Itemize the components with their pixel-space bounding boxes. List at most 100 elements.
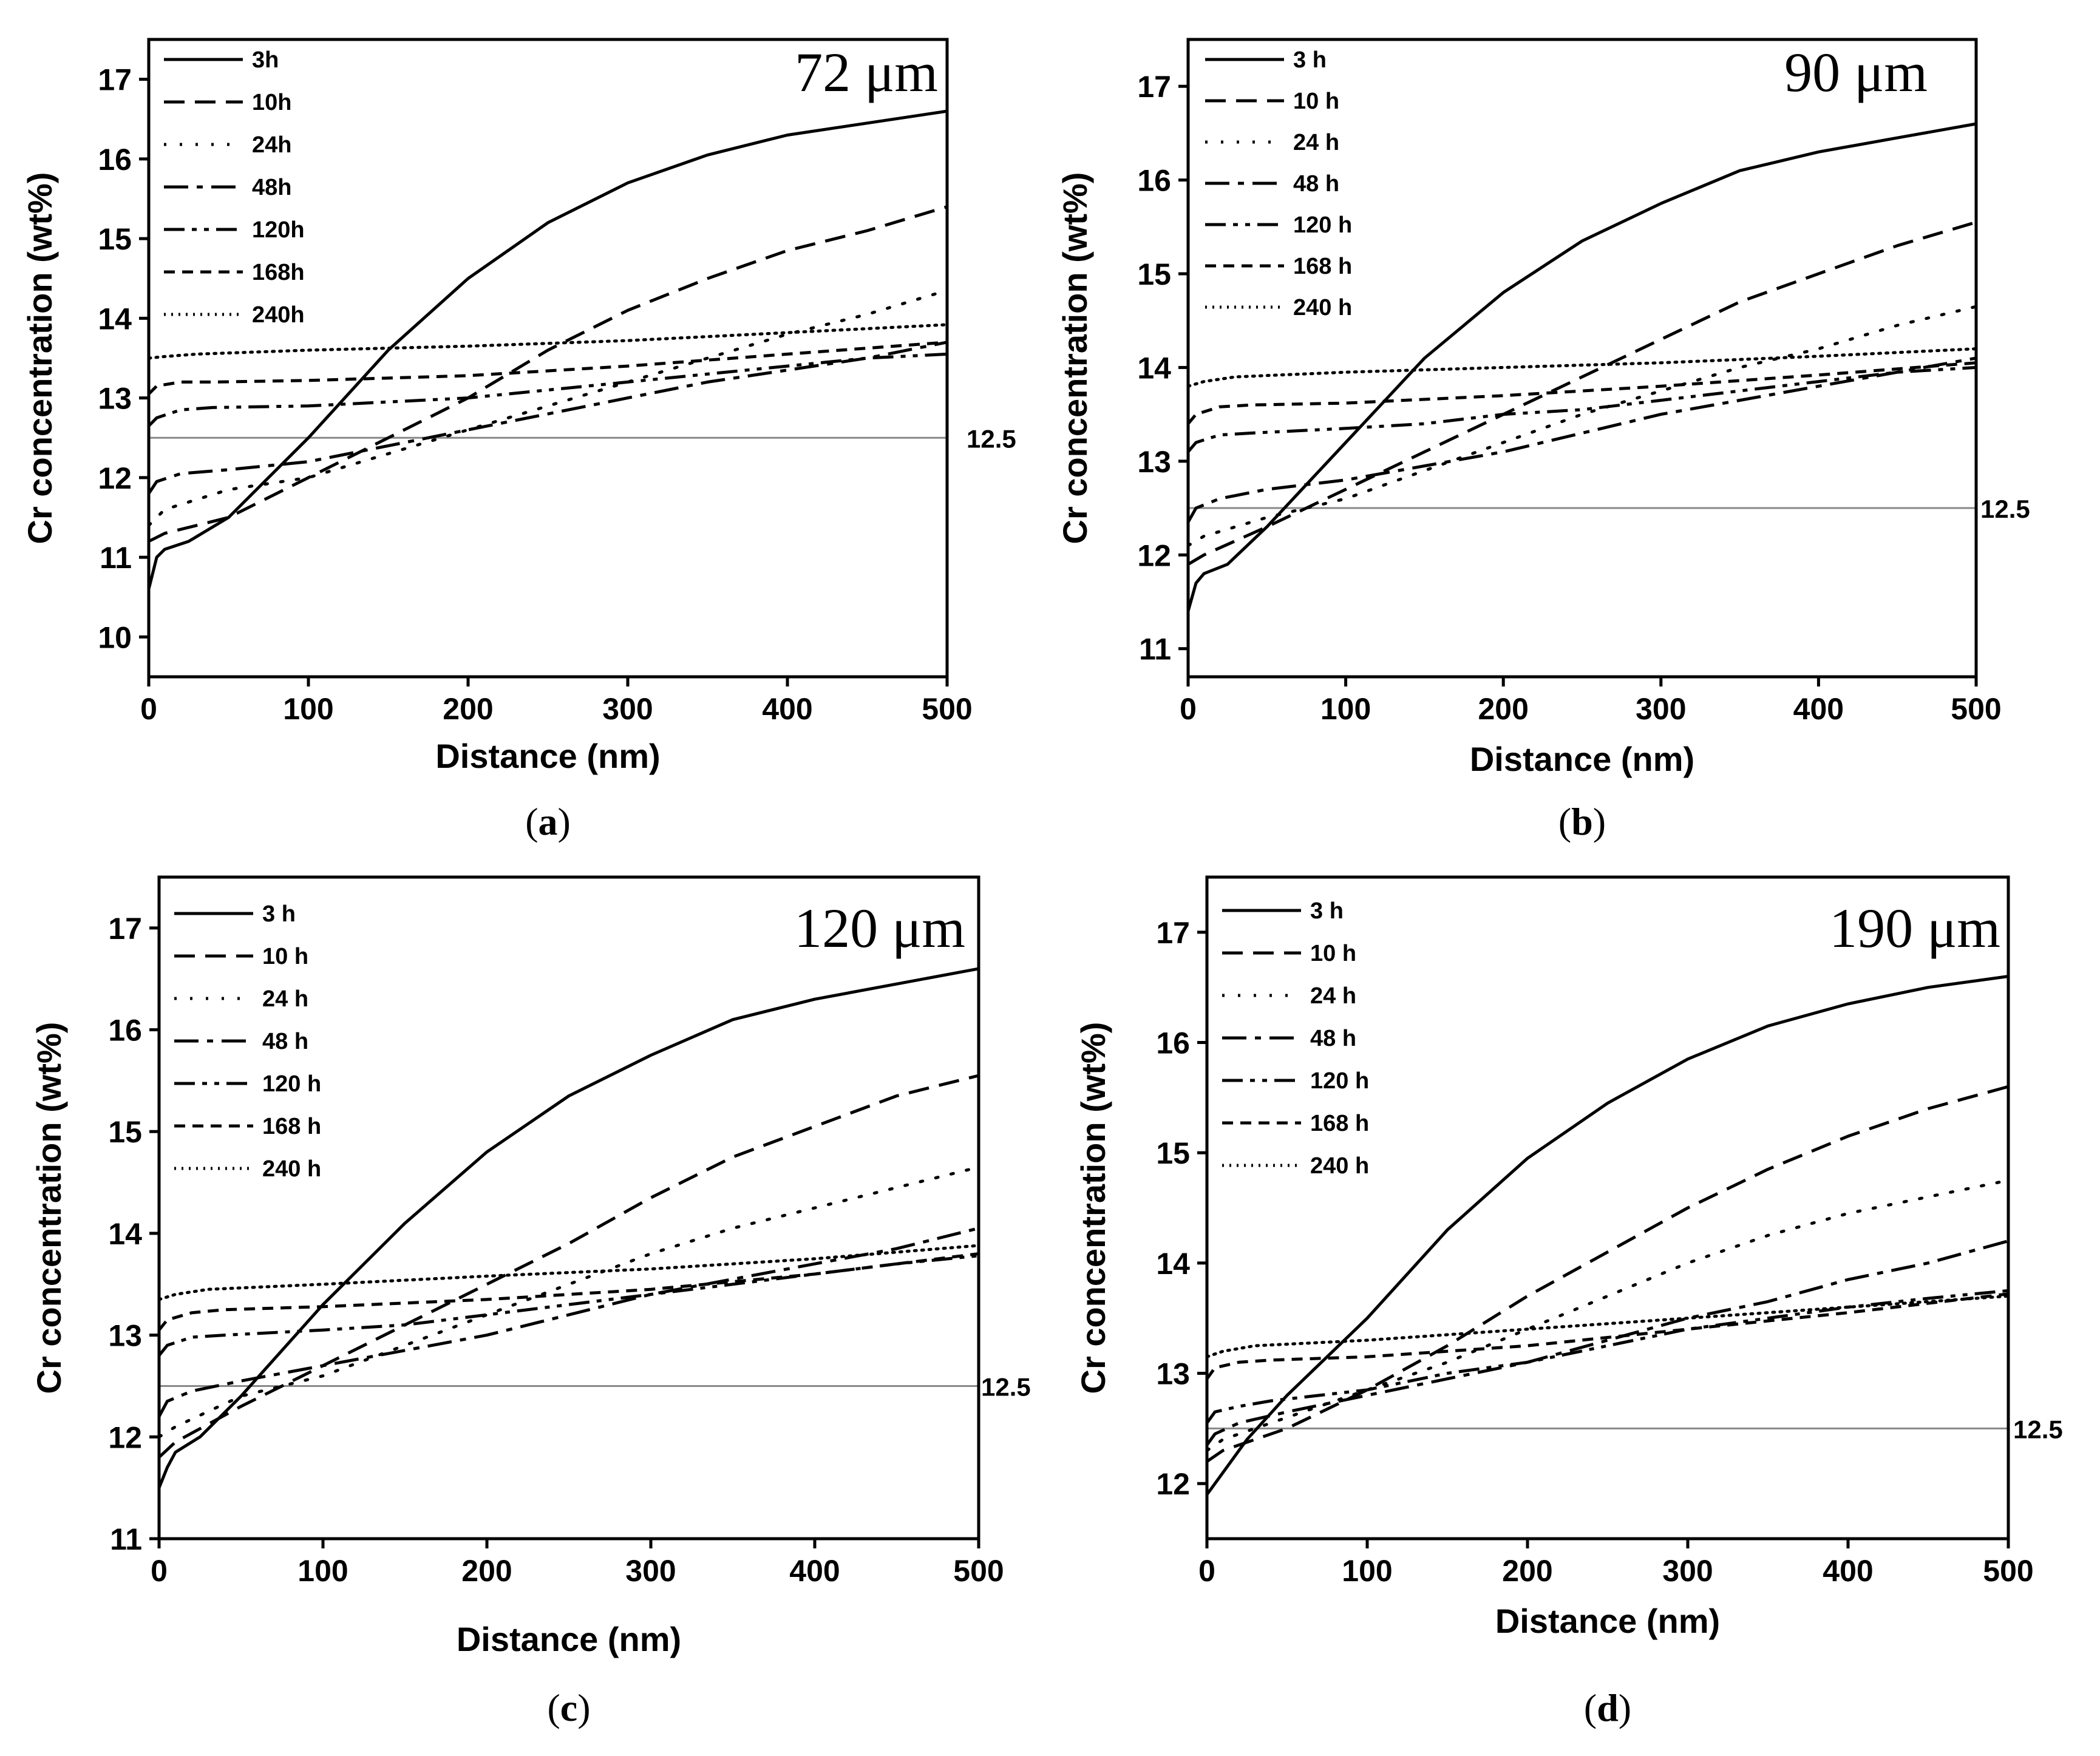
y-tick-label: 13 [1156, 1357, 1190, 1391]
x-tick-label: 400 [762, 692, 812, 726]
x-tick-label: 200 [1502, 1554, 1552, 1588]
series-line-48h [147, 341, 948, 495]
reference-line-label: 12.5 [981, 1372, 1031, 1401]
y-tick-label: 15 [98, 222, 132, 256]
series-line-10h [148, 205, 948, 543]
legend-label: 120 h [1310, 1068, 1369, 1094]
x-tick-label: 500 [1983, 1554, 2033, 1588]
plot-frame [1205, 875, 2010, 1541]
x-tick-label: 500 [922, 692, 972, 726]
x-tick-label: 300 [602, 692, 653, 726]
legend-label: 168 h [1310, 1111, 1369, 1136]
y-axis-title: Cr concentration (wt%) [1056, 172, 1094, 544]
legend-label: 48 h [1293, 171, 1339, 197]
y-tick-label: 16 [108, 1014, 142, 1048]
chart-panel-c: 12.5 0 100 200 300 400 500 11 12 13 14 15 16 17 Distan… [30, 875, 1031, 1729]
legend-label: 48 h [262, 1029, 308, 1054]
legend-label: 240h [252, 302, 305, 328]
particle-size-label: 190 μm [1829, 897, 2000, 959]
series-line-240h [1186, 347, 1978, 388]
series-line-3h [157, 967, 979, 1489]
series-line-48h [1205, 1239, 2009, 1446]
legend-label: 48h [252, 175, 291, 200]
x-tick-label: 100 [1342, 1554, 1392, 1588]
legend-label: 24h [252, 132, 291, 158]
y-tick-label: 11 [1139, 632, 1171, 666]
y-tick-label: 13 [1137, 445, 1171, 479]
x-axis-title: Distance (nm) [1470, 740, 1694, 778]
y-tick-label: 16 [1156, 1026, 1190, 1060]
legend-label: 120 h [262, 1071, 321, 1097]
legend-label: 24 h [1310, 983, 1356, 1009]
chart-panel-b: 12.5 0 100 200 300 400 500 11 12 13 14 15 16 17 Distan… [1056, 38, 2030, 843]
reference-line-label: 12.5 [967, 424, 1016, 453]
series-line-240h [1205, 1294, 2010, 1358]
panel-caption: (d) [1584, 1686, 1631, 1729]
legend-label: 24 h [1293, 130, 1339, 155]
y-tick-label: 15 [108, 1115, 142, 1149]
x-tick-label: 500 [953, 1554, 1004, 1588]
x-tick-label: 200 [443, 692, 493, 726]
x-tick-label: 0 [1180, 692, 1197, 726]
chart-panel-d: 12.5 0 100 200 300 400 500 12 13 14 15 16 17 Distance… [1074, 875, 2063, 1729]
x-tick-label: 500 [1951, 692, 2001, 726]
legend-label: 24 h [262, 986, 308, 1012]
x-tick-label: 400 [789, 1554, 840, 1588]
x-axis-title: Distance (nm) [435, 737, 660, 775]
legend-label: 168 h [262, 1114, 321, 1139]
legend-label: 240 h [1293, 295, 1352, 320]
plot-frame [1186, 38, 1978, 679]
legend-label: 10 h [1293, 89, 1339, 114]
series-line-3h [147, 109, 948, 590]
series-line-10h [1187, 220, 1977, 566]
y-tick-label: 12 [1137, 538, 1171, 572]
y-tick-label: 17 [1156, 916, 1190, 950]
series-line-168h [148, 341, 948, 395]
y-tick-label: 13 [108, 1319, 142, 1353]
series-line-168h [1187, 361, 1977, 425]
legend-label: 120h [252, 217, 305, 243]
panel-caption: (b) [1558, 800, 1606, 843]
x-tick-label: 300 [625, 1554, 676, 1588]
x-tick-label: 100 [1320, 692, 1371, 726]
legend-label: 240 h [262, 1156, 321, 1182]
series-line-24h [157, 1165, 980, 1439]
series-line-3h [1186, 122, 1977, 612]
plot-frame [157, 875, 980, 1541]
legend-label: 3h [252, 47, 279, 73]
y-axis-title: Cr concentration (wt%) [30, 1022, 68, 1394]
series-line-48h [1186, 356, 1977, 523]
series-line-120h [1187, 365, 1977, 453]
legend-label: 3 h [1310, 898, 1344, 924]
y-tick-label: 12 [98, 461, 132, 495]
legend-label: 10 h [262, 944, 308, 969]
y-tick-label: 15 [1137, 257, 1171, 291]
y-tick-label: 10 [98, 620, 132, 654]
x-tick-label: 300 [1662, 1554, 1713, 1588]
x-tick-label: 300 [1636, 692, 1686, 726]
series-line-3h [1205, 975, 2009, 1496]
reference-line-label: 12.5 [2013, 1415, 2063, 1443]
legend-label: 48 h [1310, 1026, 1356, 1051]
legend-label: 168 h [1293, 254, 1352, 279]
series-line-168h [1205, 1292, 2009, 1380]
y-tick-label: 15 [1156, 1136, 1190, 1170]
y-tick-label: 12 [1156, 1467, 1190, 1501]
y-tick-label: 14 [98, 302, 132, 336]
x-tick-label: 100 [283, 692, 333, 726]
series-line-120h [148, 352, 948, 427]
legend-label: 3 h [262, 901, 296, 927]
particle-size-label: 90 μm [1784, 41, 1928, 103]
particle-size-label: 72 μm [795, 41, 938, 103]
x-tick-label: 0 [140, 692, 157, 726]
series-line-120h [158, 1254, 979, 1357]
y-tick-label: 17 [1137, 70, 1171, 104]
series-line-240h [157, 1244, 980, 1301]
legend-label: 10 h [1310, 941, 1356, 966]
x-axis-title: Distance (nm) [1495, 1602, 1720, 1640]
y-tick-label: 12 [108, 1420, 142, 1454]
y-tick-label: 14 [1137, 351, 1171, 385]
panel-caption: (c) [547, 1686, 590, 1729]
x-tick-label: 200 [461, 1554, 512, 1588]
